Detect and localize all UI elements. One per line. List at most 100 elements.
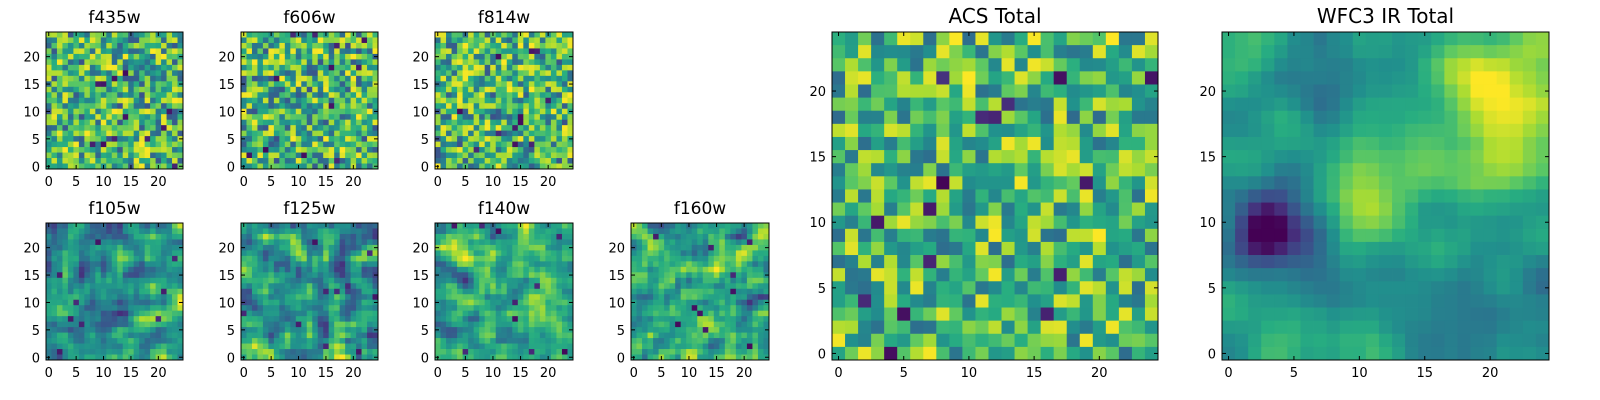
heatmap-cell (350, 37, 357, 44)
heatmap-cell (295, 147, 302, 153)
heatmap-cell (1066, 71, 1081, 85)
heatmap-cell (317, 223, 324, 229)
heatmap-cell (155, 294, 162, 301)
heatmap-cell (680, 327, 687, 333)
heatmap-cell (251, 283, 258, 290)
heatmap-cell (936, 176, 950, 190)
heatmap-cell (301, 163, 308, 170)
heatmap-cell (312, 299, 319, 306)
heatmap-cell (67, 288, 74, 295)
heatmap-cell (89, 349, 96, 355)
heatmap-cell (166, 158, 173, 164)
heatmap-cell (506, 343, 513, 350)
heatmap-cell (361, 244, 368, 251)
heatmap-cell (757, 250, 764, 257)
heatmap-cell (128, 141, 135, 148)
heatmap-cell (719, 338, 726, 344)
heatmap-cell (367, 147, 373, 153)
heatmap-cell (284, 332, 291, 339)
heatmap-cell (473, 228, 480, 235)
heatmap-cell (89, 81, 96, 88)
heatmap-cell (111, 125, 118, 132)
heatmap-cell (334, 223, 341, 229)
heatmap-cell (339, 272, 346, 279)
heatmap-cell (350, 272, 357, 279)
heatmap-cell (133, 349, 140, 355)
heatmap-cell (686, 299, 693, 306)
heatmap-cell (372, 48, 379, 55)
heatmap-cell (111, 75, 118, 82)
heatmap-cell (279, 266, 286, 273)
heatmap-cell (73, 75, 80, 82)
heatmap-cell (367, 283, 373, 290)
heatmap-cell (523, 86, 530, 93)
heatmap-cell (172, 255, 178, 262)
heatmap-cell (144, 354, 151, 361)
heatmap-cell (155, 250, 162, 257)
heatmap-cell (435, 42, 441, 49)
heatmap-cell (664, 299, 671, 306)
heatmap-cell (446, 277, 452, 284)
heatmap-cell (155, 92, 162, 99)
heatmap-cell (312, 147, 319, 153)
heatmap-cell (122, 299, 129, 306)
heatmap-cell (301, 130, 308, 137)
heatmap-cell (279, 255, 286, 262)
heatmap-cell (122, 321, 129, 328)
heatmap-cell (451, 266, 458, 273)
heatmap-cell (832, 58, 846, 72)
heatmap-cell (133, 277, 140, 284)
heatmap-cell (56, 272, 63, 279)
heatmap-cell (636, 349, 643, 355)
heatmap-cell (484, 272, 491, 279)
heatmap-cell (539, 158, 546, 164)
heatmap-cell (257, 64, 264, 71)
heatmap-cell (490, 42, 497, 49)
heatmap-cell (561, 64, 568, 71)
heatmap-cell (479, 316, 486, 323)
heatmap-cell (484, 321, 491, 328)
heatmap-cell (741, 321, 748, 328)
heatmap-cell (462, 261, 469, 268)
heatmap-cell (78, 86, 85, 93)
heatmap-cell (177, 130, 184, 137)
heatmap-cell (284, 103, 291, 110)
heatmap-cell (512, 261, 519, 268)
heatmap-cell (166, 316, 173, 323)
heatmap-cell (884, 189, 898, 203)
heatmap-cell (845, 71, 859, 85)
heatmap-cell (290, 310, 297, 317)
heatmap-cell (172, 97, 178, 104)
heatmap-cell (295, 277, 302, 284)
heatmap-cell (46, 233, 52, 240)
heatmap-cell (735, 283, 742, 290)
heatmap-cell (367, 327, 373, 333)
heatmap-cell (133, 136, 140, 142)
heatmap-cell (100, 321, 107, 328)
heatmap-cell (356, 37, 362, 44)
heatmap-cell (550, 158, 557, 164)
heatmap-cell (246, 103, 253, 110)
heatmap-cell (1027, 71, 1042, 85)
heatmap-cell (95, 92, 102, 99)
heatmap-cell (73, 316, 80, 323)
heatmap-cell (46, 59, 52, 66)
heatmap-cell (166, 75, 173, 82)
heatmap-cell (539, 42, 546, 49)
heatmap-cell (1014, 45, 1028, 59)
heatmap-cell (746, 338, 753, 344)
heatmap-cell (133, 75, 140, 82)
heatmap-cell (897, 58, 911, 72)
heatmap-cell (550, 294, 557, 301)
heatmap-cell (746, 299, 753, 306)
heatmap-cell (561, 103, 568, 110)
heatmap-cell (506, 332, 513, 339)
heatmap-cell (457, 294, 463, 301)
heatmap-cell (128, 42, 135, 49)
heatmap-cell (317, 147, 324, 153)
heatmap-cell (495, 223, 502, 229)
heatmap-cell (345, 59, 351, 66)
heatmap-cell (67, 244, 74, 251)
heatmap-cell (664, 228, 671, 235)
heatmap-cell (166, 130, 173, 137)
